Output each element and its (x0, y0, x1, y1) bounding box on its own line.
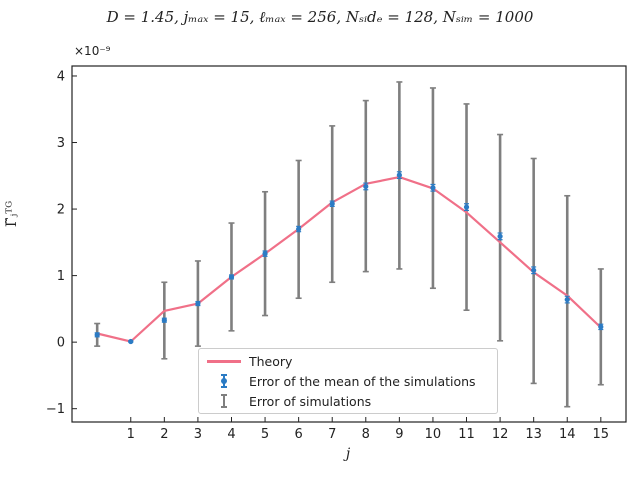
mean-point (564, 296, 570, 303)
legend-label-sim-error: Error of simulations (249, 393, 372, 409)
x-tick-label: 13 (525, 427, 542, 442)
mean-point (94, 332, 100, 338)
legend-label-mean-error: Error of the mean of the simulations (249, 373, 476, 389)
legend-swatch-sim-error (207, 391, 241, 411)
mean-point (463, 204, 470, 210)
x-tick-label: 15 (593, 427, 610, 442)
x-axis-label: j (345, 446, 351, 462)
x-tick-label: 4 (227, 427, 235, 442)
y-tick-label: 3 (57, 136, 65, 151)
x-tick-label: 11 (458, 427, 475, 442)
mean-point (396, 172, 402, 178)
x-tick-label: 7 (328, 427, 336, 442)
x-tick-label: 6 (294, 427, 302, 442)
legend-item-sim-error: Error of simulations (207, 391, 371, 411)
mean-point (531, 267, 537, 273)
x-tick-label: 1 (127, 427, 135, 442)
x-tick-label: 3 (194, 427, 202, 442)
mean-point (128, 338, 134, 345)
y-tick-label: 2 (57, 203, 65, 218)
x-tick-label: 14 (559, 427, 576, 442)
mean-point (161, 317, 167, 323)
x-tick-label: 2 (160, 427, 168, 442)
legend-item-theory: Theory (207, 351, 292, 371)
x-tick-label: 10 (425, 427, 442, 442)
y-tick-label: 4 (57, 69, 65, 84)
x-tick-label: 5 (261, 427, 269, 442)
mean-point (598, 324, 604, 330)
mean-point (497, 233, 503, 239)
theory-line (96, 176, 602, 343)
legend-swatch-theory (207, 351, 241, 371)
x-tick-label: 12 (492, 427, 509, 442)
mean-point (296, 226, 302, 232)
legend-swatch-mean-error (207, 371, 241, 391)
plot-frame (71, 65, 627, 423)
mean-point (329, 201, 335, 207)
mean-point (195, 300, 201, 307)
y-tick-label: 1 (57, 269, 65, 284)
y-offset-label: ×10⁻⁹ (74, 44, 111, 58)
legend-item-mean-error: Error of the mean of the simulations (207, 371, 476, 391)
y-axis-label: Γ̃ⱼᵀᴳ (4, 200, 20, 228)
chart-title: D = 1.45, jₘₐₓ = 15, ℓₘₐₓ = 256, Nₛᵢdₑ =… (106, 8, 534, 26)
legend-label-theory: Theory (249, 353, 293, 369)
mean-point (430, 185, 436, 191)
legend: Theory Error of the mean of the simulati… (198, 348, 498, 414)
mean-point (262, 251, 268, 257)
mean-point (363, 183, 369, 190)
x-tick-label: 9 (395, 427, 403, 442)
y-tick-label: −1 (46, 402, 65, 417)
y-tick-label: 0 (57, 336, 65, 351)
x-tick-label: 8 (362, 427, 370, 442)
mean-point (228, 274, 235, 280)
